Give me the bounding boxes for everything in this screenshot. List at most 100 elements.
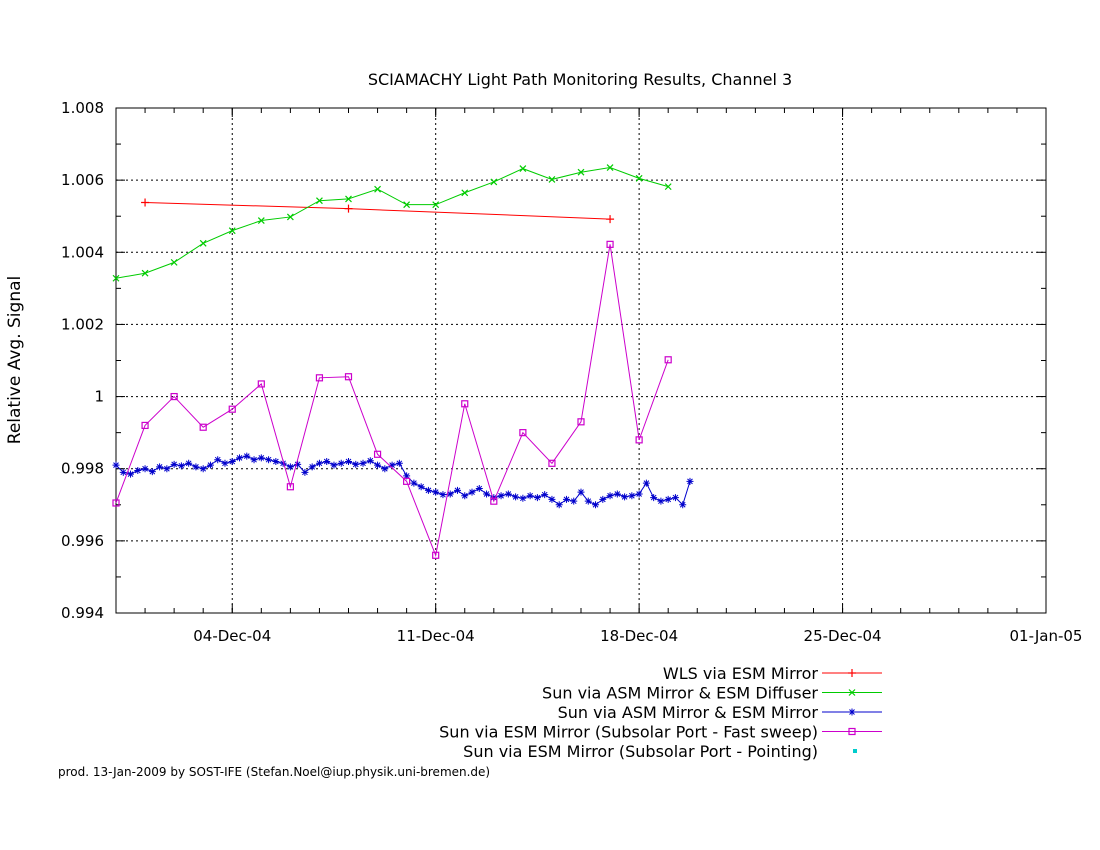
data-point — [316, 197, 323, 205]
data-point — [555, 501, 563, 509]
data-point — [199, 465, 207, 473]
legend-marker — [848, 727, 856, 736]
data-point — [606, 215, 615, 224]
data-point — [562, 495, 570, 503]
data-point — [475, 485, 483, 493]
data-point — [635, 174, 643, 182]
data-point — [170, 258, 178, 266]
y-tick-label: 0.994 — [61, 604, 104, 622]
data-point — [257, 217, 265, 224]
data-point — [432, 488, 440, 496]
data-point — [642, 479, 650, 487]
data-point — [236, 454, 244, 462]
data-point — [286, 483, 294, 491]
data-point — [461, 189, 469, 197]
data-point — [533, 494, 541, 502]
data-point — [192, 463, 200, 471]
series-line — [115, 455, 691, 506]
legend-label: Sun via ASM Mirror & ESM Mirror — [558, 703, 819, 722]
data-point — [286, 213, 294, 221]
data-point — [635, 436, 643, 444]
data-point — [214, 456, 222, 464]
data-point — [686, 477, 694, 485]
data-point — [461, 492, 469, 500]
x-tick-label: 04-Dec-04 — [193, 627, 271, 645]
y-tick-label: 0.996 — [61, 532, 104, 550]
data-point — [352, 460, 360, 468]
data-point — [374, 461, 382, 469]
data-point — [199, 239, 207, 247]
legend-entry: WLS via ESM Mirror — [663, 664, 882, 683]
data-point — [359, 459, 367, 467]
data-point — [257, 380, 265, 388]
legend-entry: Sun via ESM Mirror (Subsolar Port - Poin… — [463, 742, 857, 761]
data-point — [119, 468, 127, 476]
data-point — [664, 183, 672, 191]
legend-entry: Sun via ASM Mirror & ESM Mirror — [558, 703, 882, 722]
data-point — [286, 463, 294, 471]
legend-marker — [853, 749, 857, 753]
data-point — [453, 486, 461, 494]
data-point — [417, 483, 425, 491]
data-point — [141, 198, 150, 207]
data-point — [432, 201, 440, 209]
data-point — [671, 494, 679, 502]
data-point — [344, 373, 353, 381]
series-4 — [112, 240, 672, 559]
data-point — [337, 459, 345, 467]
data-point — [141, 465, 149, 473]
data-point — [621, 493, 629, 501]
y-tick-label: 1 — [94, 388, 104, 406]
data-point — [541, 491, 549, 499]
data-point — [301, 468, 309, 476]
data-point — [323, 458, 331, 465]
data-point — [635, 490, 643, 498]
series-1 — [141, 198, 615, 224]
data-point — [134, 467, 142, 475]
x-tick-label: 01-Jan-05 — [1010, 627, 1083, 645]
data-point — [606, 240, 614, 248]
data-point — [468, 488, 476, 496]
data-point — [388, 461, 396, 469]
y-tick-label: 0.998 — [61, 460, 104, 478]
data-point — [439, 491, 447, 499]
y-axis: 0.994 0.996 0.998 1 1.002 1.004 1.006 1.008 — [61, 99, 1046, 622]
data-point — [483, 490, 491, 498]
data-point — [330, 461, 338, 469]
data-point — [177, 462, 185, 470]
data-point — [548, 495, 556, 503]
x-tick-label: 11-Dec-04 — [397, 627, 475, 645]
legend-marker — [848, 708, 856, 716]
legend-entry: Sun via ASM Mirror & ESM Diffuser — [542, 684, 882, 703]
data-point — [512, 493, 520, 501]
data-point — [265, 456, 273, 464]
data-point — [170, 460, 178, 468]
legend-label: WLS via ESM Mirror — [663, 664, 819, 683]
data-point — [650, 494, 658, 502]
data-point — [228, 458, 236, 465]
data-point — [628, 492, 636, 500]
data-point — [315, 374, 324, 382]
data-point — [664, 495, 672, 503]
data-point — [548, 459, 556, 467]
footer-credit: prod. 13-Jan-2009 by SOST-IFE (Stefan.No… — [58, 765, 490, 779]
data-point — [570, 497, 578, 505]
x-axis: 04-Dec-04 11-Dec-04 18-Dec-04 25-Dec-04 01-J… — [144, 108, 1083, 645]
data-point — [374, 185, 381, 193]
data-point — [112, 274, 120, 282]
data-point — [606, 492, 614, 500]
data-point — [410, 479, 418, 487]
series-layer — [112, 164, 694, 559]
data-point — [490, 494, 498, 502]
data-point — [497, 492, 505, 500]
data-point — [141, 269, 149, 277]
series-line — [115, 244, 669, 558]
data-point — [344, 204, 353, 213]
data-point — [577, 418, 585, 426]
data-point — [432, 551, 440, 559]
data-point — [366, 457, 374, 465]
data-point — [519, 165, 527, 173]
data-point — [657, 497, 665, 505]
data-point — [308, 463, 316, 471]
